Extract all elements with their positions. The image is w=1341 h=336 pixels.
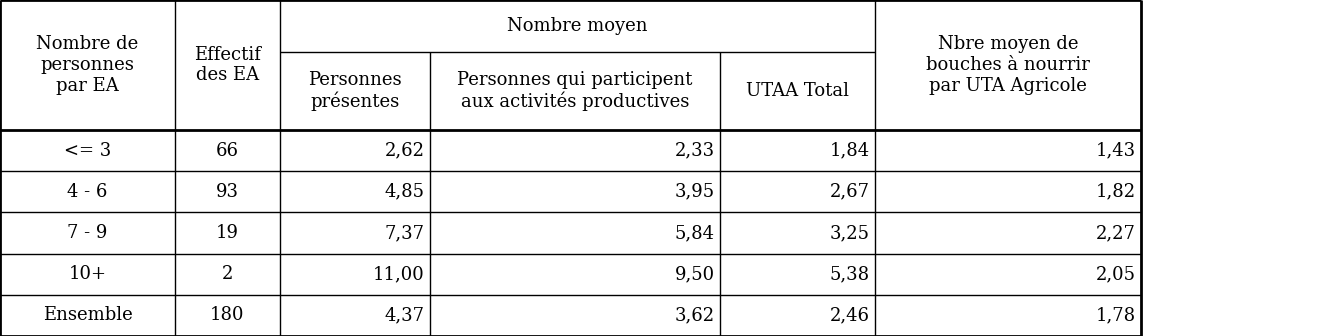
Text: <= 3: <= 3 <box>64 141 111 160</box>
Text: 3,25: 3,25 <box>830 224 870 242</box>
Text: 66: 66 <box>216 141 239 160</box>
Text: 4,37: 4,37 <box>385 306 425 324</box>
Text: 1,43: 1,43 <box>1096 141 1136 160</box>
Text: 2,62: 2,62 <box>385 141 425 160</box>
Text: Ensemble: Ensemble <box>43 306 133 324</box>
Text: 2,33: 2,33 <box>675 141 715 160</box>
Text: 2,46: 2,46 <box>830 306 870 324</box>
Text: Nombre de
personnes
par EA: Nombre de personnes par EA <box>36 35 138 95</box>
Text: 4,85: 4,85 <box>385 183 425 201</box>
Text: Nombre moyen: Nombre moyen <box>507 17 648 35</box>
Text: 10+: 10+ <box>68 265 106 283</box>
Text: 7 - 9: 7 - 9 <box>67 224 107 242</box>
Text: 11,00: 11,00 <box>373 265 425 283</box>
Text: 2: 2 <box>221 265 233 283</box>
Text: 3,95: 3,95 <box>675 183 715 201</box>
Text: UTAA Total: UTAA Total <box>746 82 849 100</box>
Text: 9,50: 9,50 <box>675 265 715 283</box>
Text: 1,82: 1,82 <box>1096 183 1136 201</box>
Text: Effectif
des EA: Effectif des EA <box>194 46 261 84</box>
Text: 5,38: 5,38 <box>830 265 870 283</box>
Text: 4 - 6: 4 - 6 <box>67 183 107 201</box>
Text: 2,27: 2,27 <box>1096 224 1136 242</box>
Text: 93: 93 <box>216 183 239 201</box>
Text: 180: 180 <box>211 306 245 324</box>
Text: 19: 19 <box>216 224 239 242</box>
Text: 3,62: 3,62 <box>675 306 715 324</box>
Text: Personnes
présentes: Personnes présentes <box>308 71 402 111</box>
Text: Personnes qui participent
aux activités productives: Personnes qui participent aux activités … <box>457 71 693 111</box>
Text: 7,37: 7,37 <box>385 224 425 242</box>
Text: Nbre moyen de
bouches à nourrir
par UTA Agricole: Nbre moyen de bouches à nourrir par UTA … <box>927 35 1090 95</box>
Text: 2,05: 2,05 <box>1096 265 1136 283</box>
Text: 1,84: 1,84 <box>830 141 870 160</box>
Text: 2,67: 2,67 <box>830 183 870 201</box>
Text: 1,78: 1,78 <box>1096 306 1136 324</box>
Text: 5,84: 5,84 <box>675 224 715 242</box>
